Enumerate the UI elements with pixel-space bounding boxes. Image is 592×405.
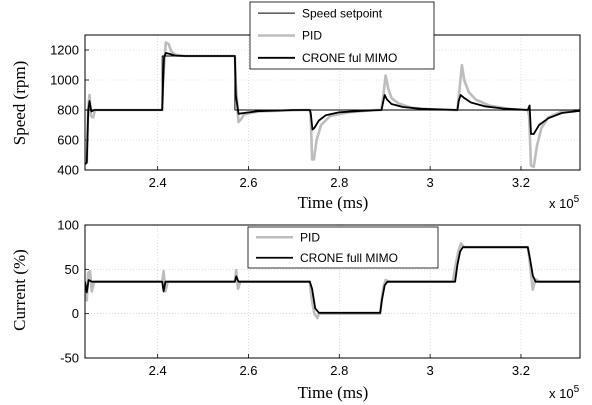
current-y-tick-label: -50 [60, 351, 79, 366]
current-x-multiplier-exponent: 5 [574, 384, 580, 395]
current-y-tick-label: 100 [57, 218, 79, 233]
current-plot-frame [84, 224, 581, 359]
current-legend-box [247, 226, 439, 269]
current-x-tick-label: 3 [427, 363, 434, 378]
speed-x-tick-label: 2.8 [330, 175, 348, 190]
speed-series-line-crone-ful-mimo [85, 52, 580, 165]
speed-x-tick-label: 2.6 [239, 175, 257, 190]
speed-legend-label: Speed setpoint [302, 6, 383, 20]
speed-x-multiplier-base: x 10 [549, 196, 574, 211]
current-x-multiplier: x 105 [549, 384, 580, 401]
speed-x-multiplier-exponent: 5 [574, 194, 580, 205]
speed-x-tick-label: 2.4 [149, 175, 167, 190]
current-y-tick-label: 50 [65, 262, 79, 277]
current-legend-label: CRONE full MIMO [300, 251, 398, 265]
current-x-multiplier-base: x 10 [549, 386, 574, 401]
current-x-axis-label: Time (ms) [298, 383, 369, 402]
speed-y-tick-label: 800 [57, 103, 79, 118]
current-chart: Current (%) Time (ms) x 105 2.4 2.6 2.8 3 3.… [10, 218, 581, 402]
speed-x-axis-label: Time (ms) [298, 193, 369, 212]
current-y-tick-label: 0 [72, 306, 79, 321]
current-legend: PID CRONE full MIMO [247, 226, 439, 269]
current-legend-label: PID [300, 230, 320, 244]
current-x-tick-label: 3.2 [512, 363, 530, 378]
current-x-tick-label: 2.8 [330, 363, 348, 378]
speed-legend-label: PID [302, 29, 322, 43]
speed-y-axis-label: Speed (rpm) [10, 61, 29, 146]
speed-legend: Speed setpoint PID CRONE ful MIMO [249, 1, 435, 70]
speed-x-tick-label: 3 [427, 175, 434, 190]
current-x-tick-label: 2.6 [239, 363, 257, 378]
speed-x-tick-label: 3.2 [512, 175, 530, 190]
current-series-line-crone-full-mimo [85, 246, 580, 314]
speed-x-multiplier: x 105 [549, 194, 580, 211]
current-y-axis-label: Current (%) [10, 249, 29, 331]
speed-y-tick-label: 600 [57, 133, 79, 148]
speed-legend-label: CRONE ful MIMO [302, 51, 397, 65]
speed-chart: Speed (rpm) Time (ms) x 105 2.4 2.6 2.8 3 3.… [10, 1, 581, 212]
current-x-tick-label: 2.4 [149, 363, 167, 378]
speed-y-tick-label: 400 [57, 163, 79, 178]
speed-y-tick-label: 1200 [50, 43, 79, 58]
speed-y-tick-label: 1000 [50, 73, 79, 88]
